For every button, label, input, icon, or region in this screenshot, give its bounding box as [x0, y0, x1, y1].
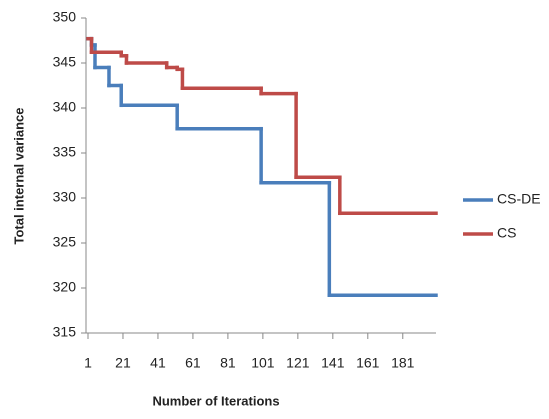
y-tick-label: 345: [53, 54, 77, 70]
x-tick-label: 41: [150, 355, 166, 371]
y-tick-label: 325: [53, 234, 77, 250]
y-tick-label: 320: [53, 279, 77, 295]
x-tick-label: 101: [251, 355, 275, 371]
y-tick-label: 315: [53, 324, 77, 340]
x-tick-label: 141: [321, 355, 345, 371]
y-tick-label: 335: [53, 144, 77, 160]
y-tick-label: 350: [53, 9, 77, 25]
y-tick-label: 330: [53, 189, 77, 205]
y-tick-label: 340: [53, 99, 77, 115]
legend-label: CS-DE: [497, 191, 541, 207]
y-axis-label: Total internal variance: [11, 107, 26, 244]
x-tick-label: 81: [220, 355, 236, 371]
x-tick-label: 1: [84, 355, 92, 371]
x-tick-label: 61: [185, 355, 201, 371]
x-tick-label: 21: [115, 355, 131, 371]
x-tick-label: 181: [391, 355, 415, 371]
x-axis-label: Number of Iterations: [152, 393, 279, 408]
legend-label: CS: [497, 225, 516, 241]
x-tick-label: 161: [356, 355, 380, 371]
x-tick-label: 121: [286, 355, 310, 371]
